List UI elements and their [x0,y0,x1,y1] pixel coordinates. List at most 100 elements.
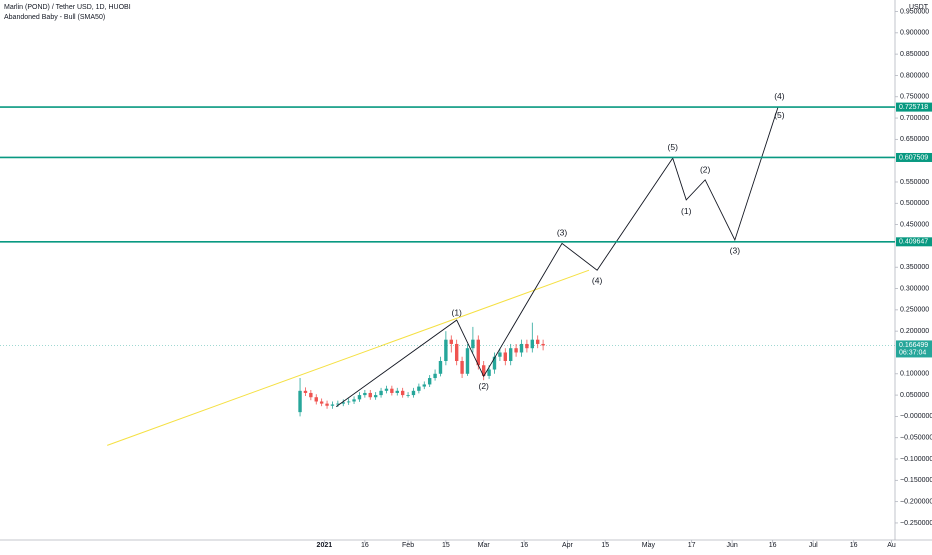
candle-body [449,339,453,344]
x-tick-label: Au [887,542,896,549]
wave-label: (5) [668,142,679,152]
y-tick-label: 0.650000 [900,136,929,143]
x-tick-label: Jul [809,542,818,549]
y-tick-label: −0.150000 [900,477,932,484]
candle-body [379,390,383,396]
y-tick-label: −0.100000 [900,456,932,463]
level-label: 0.409647 [899,239,928,246]
wave-label: (4) [592,276,603,286]
candle-body [508,348,513,361]
candle-body [325,403,329,406]
x-tick-label: 2021 [317,542,333,549]
candle-body [530,339,535,349]
x-tick-label: Mar [478,542,491,549]
candle-body [465,348,470,374]
x-tick-label: 15 [601,542,609,549]
wave-label: (3) [730,245,741,255]
y-tick-label: 0.350000 [900,264,929,271]
candle-body [498,352,502,357]
candle-body [454,343,459,361]
candle-body [298,390,302,413]
candle-body [481,365,486,376]
x-tick-label: 16 [361,542,369,549]
y-tick-label: 0.050000 [900,392,929,399]
wave-label: (2) [700,164,711,174]
candle-body [303,390,308,393]
wave-label: (1) [681,206,692,216]
candle-body [314,397,318,402]
y-tick-label: −0.050000 [900,435,932,442]
countdown-label: 06:37:04 [899,349,926,356]
candle-body [368,392,372,398]
candle-body [352,399,356,402]
candle-body [406,395,410,396]
candle-body [417,386,421,391]
y-tick-label: 0.250000 [900,307,929,314]
candle-body [411,390,416,396]
y-tick-label: 0.300000 [900,285,929,292]
y-tick-label: −0.200000 [900,498,932,505]
candle-body [319,401,324,404]
candle-body [357,395,362,400]
y-tick-label: 0.100000 [900,371,929,378]
candle-body [395,390,399,393]
candle-body [384,388,389,391]
candle-body [422,384,426,387]
x-tick-label: Feb [402,542,414,549]
y-unit: USDT [909,4,929,11]
y-tick-label: −0.000000 [900,413,932,420]
x-tick-label: May [642,542,656,549]
candle-body [400,390,405,396]
candle-body [492,356,497,370]
candle-body [373,395,378,398]
candle-body [487,369,491,376]
candle-body [519,343,524,353]
candle-body [363,392,367,396]
level-label: 0.725718 [899,104,928,111]
candle-body [433,373,437,379]
y-tick-label: −0.250000 [900,520,932,527]
y-tick-label: 0.550000 [900,179,929,186]
wave-label: (5) [774,110,785,120]
y-tick-label: 0.450000 [900,221,929,228]
candle-body [330,404,335,406]
level-tag [896,102,932,112]
y-tick-label: 0.700000 [900,115,929,122]
x-tick-label: 17 [688,542,696,549]
candle-body [476,339,480,366]
y-tick-label: 0.850000 [900,51,929,58]
candle-body [427,378,432,385]
candle-body [525,343,529,349]
candle-body [341,402,345,404]
candle-body [536,339,540,344]
y-tick-label: 0.750000 [900,94,929,101]
candle-body [390,388,394,393]
candle-body [309,392,313,398]
x-tick-label: 16 [520,542,528,549]
last-price-label: 0.166499 [899,342,928,349]
candle-body [438,360,443,374]
chart-subtitle: Abandoned Baby - Bull (SMA50) [4,14,105,21]
wave-label: (2) [478,381,489,391]
wave-line [335,106,779,407]
level-tag [896,152,932,162]
x-tick-label: Apr [562,542,574,549]
wave-label: (4) [774,91,785,101]
candle-body [444,339,448,361]
y-tick-label: 0.950000 [900,8,929,15]
candle-body [514,348,518,353]
chart-title: Marlin (POND) / Tether USD, 1D, HUOBI [4,4,131,11]
last-price-tag [896,340,932,358]
level-label: 0.607509 [899,154,928,161]
wave-label: (1) [451,308,462,318]
level-tag [896,237,932,247]
x-tick-label: 15 [442,542,450,549]
candle-body [541,343,545,346]
candle-body [336,403,340,405]
candle-body [471,339,475,349]
y-tick-label: 0.900000 [900,30,929,37]
candle-body [503,352,507,361]
plot-area: (1) (2) (3) (4) (5) (1) (2) (3) (4) (5) [0,91,895,446]
